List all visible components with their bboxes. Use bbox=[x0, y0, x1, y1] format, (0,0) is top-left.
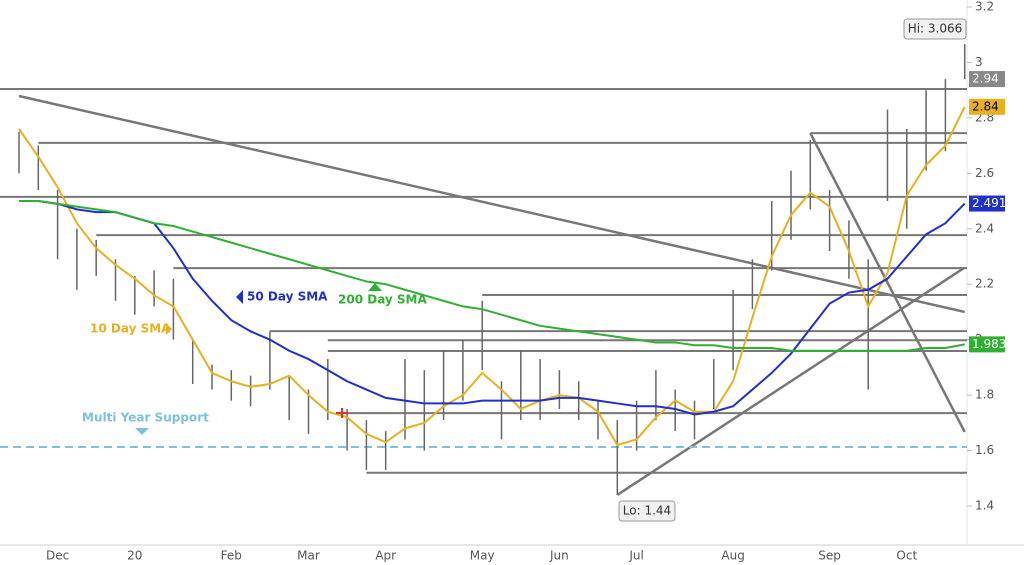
arrow-support bbox=[135, 428, 149, 435]
hi-label: Hi: 3.066 bbox=[908, 22, 963, 36]
sma-line bbox=[19, 200, 965, 352]
y-tick-label: 2.4 bbox=[975, 221, 994, 235]
arrow-50 bbox=[236, 290, 243, 304]
lo-label: Lo: 1.44 bbox=[623, 504, 671, 518]
last-value-label: 2.84 bbox=[972, 99, 999, 113]
trendline bbox=[18, 94, 965, 314]
last-price-label: 2.94 bbox=[972, 72, 999, 86]
last-value-box bbox=[969, 98, 1005, 115]
trendline bbox=[616, 266, 966, 496]
last-value-box bbox=[969, 336, 1005, 353]
lo-box bbox=[618, 500, 676, 522]
last-price-box bbox=[969, 71, 1005, 88]
arrow-10 bbox=[166, 323, 172, 335]
sma-lines bbox=[18, 106, 966, 447]
x-tick-label: Sep bbox=[818, 549, 841, 563]
x-tick-label: Aug bbox=[721, 549, 744, 563]
x-tick-label: Jun bbox=[549, 549, 569, 563]
marker bbox=[336, 408, 348, 418]
labels: 1.41.61.822.22.42.62.833.2Dec20FebMarApr… bbox=[46, 0, 1006, 563]
price-bars bbox=[18, 44, 966, 495]
sma-50-label: 50 Day SMA bbox=[247, 290, 328, 304]
sma-200-label: 200 Day SMA bbox=[338, 293, 428, 307]
x-tick-label: Jul bbox=[628, 549, 643, 563]
last-value-label: 2.491 bbox=[972, 196, 1006, 210]
hi-box bbox=[903, 18, 967, 40]
last-value-label: 1.983 bbox=[972, 337, 1006, 351]
sma-10-label: 10 Day SMA bbox=[90, 322, 171, 336]
arrow-200 bbox=[368, 283, 382, 291]
y-tick-label: 1.6 bbox=[975, 443, 994, 457]
sma-line bbox=[19, 200, 966, 416]
support-label: Multi Year Support bbox=[82, 411, 209, 425]
x-tick-label: 20 bbox=[127, 549, 142, 563]
y-tick-label: 1.4 bbox=[975, 499, 994, 513]
x-tick-label: Apr bbox=[375, 549, 396, 563]
x-tick-label: Feb bbox=[221, 549, 242, 563]
x-tick-label: Mar bbox=[297, 549, 320, 563]
x-tick-label: May bbox=[470, 549, 495, 563]
y-tick-label: 3.2 bbox=[975, 0, 994, 14]
y-tick-label: 2.6 bbox=[975, 166, 994, 180]
x-tick-label: Oct bbox=[896, 549, 917, 563]
last-value-box bbox=[969, 195, 1005, 212]
y-tick-label: 3 bbox=[975, 55, 983, 69]
sma-line bbox=[18, 106, 966, 447]
x-tick-label: Dec bbox=[46, 549, 69, 563]
y-tick-label: 1.8 bbox=[975, 388, 994, 402]
y-tick-label: 2.2 bbox=[975, 277, 994, 291]
trendline bbox=[809, 132, 966, 433]
